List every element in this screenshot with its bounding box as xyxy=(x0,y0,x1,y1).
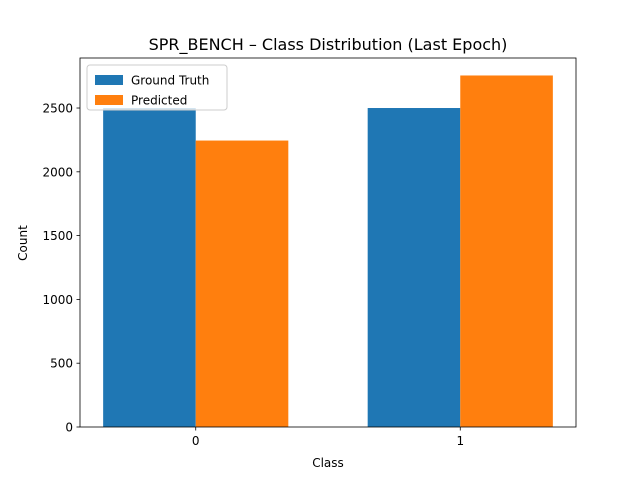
chart-title: SPR_BENCH – Class Distribution (Last Epo… xyxy=(149,35,508,55)
y-tick-label: 0 xyxy=(65,421,73,435)
bar-predicted-1 xyxy=(460,75,553,428)
legend-label: Ground Truth xyxy=(131,74,209,88)
x-axis-label: Class xyxy=(312,456,344,470)
legend: Ground Truth Predicted xyxy=(86,64,228,111)
y-tick-label: 2000 xyxy=(42,165,73,179)
y-tick-label: 500 xyxy=(50,357,73,371)
y-tick-label: 1000 xyxy=(42,293,73,307)
plot-area xyxy=(79,57,577,428)
y-tick-label: 2500 xyxy=(42,102,73,116)
x-tick-label: 1 xyxy=(456,434,464,448)
y-axis-ticks: 0 500 1000 1500 2000 2500 xyxy=(42,102,80,435)
bar-ground-truth-1 xyxy=(367,108,461,427)
legend-swatch xyxy=(95,95,123,105)
y-axis-label: Count xyxy=(16,225,30,261)
plot-frame xyxy=(79,57,577,428)
y-tick-label: 1500 xyxy=(42,229,73,243)
x-tick-label: 0 xyxy=(192,434,200,448)
bar-ground-truth-0 xyxy=(103,108,196,427)
bar-predicted-0 xyxy=(195,140,289,427)
legend-swatch xyxy=(95,75,123,85)
legend-label: Predicted xyxy=(131,94,187,108)
